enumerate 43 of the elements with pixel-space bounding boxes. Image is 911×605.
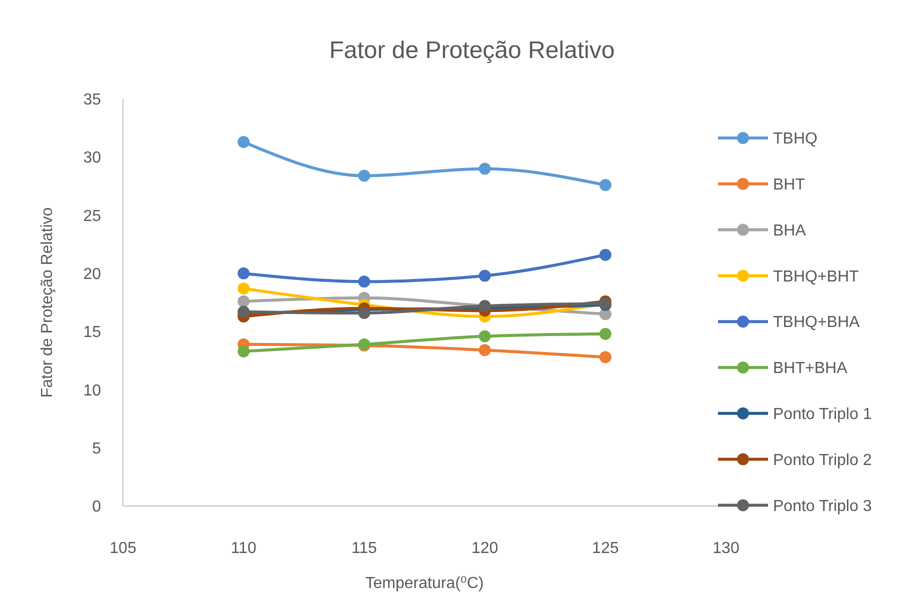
point (478, 162, 491, 175)
point (478, 330, 491, 342)
point (238, 345, 250, 358)
x-tick-label: 120 (471, 540, 498, 557)
point (478, 344, 491, 356)
y-axis-title: Fator de Proteção Relativo (39, 207, 56, 398)
legend-label: BHT+BHA (773, 360, 848, 378)
legend-label: TBHQ (773, 130, 818, 148)
point (599, 248, 612, 261)
point (238, 282, 250, 295)
point (238, 267, 250, 280)
x-tick-label: 110 (230, 540, 256, 557)
x-tick-label: 115 (351, 540, 378, 557)
point (599, 351, 612, 364)
chart-title: Fator de Proteção Relativo (329, 37, 615, 64)
x-tick-label: 130 (712, 540, 740, 557)
y-tick-label: 10 (83, 382, 102, 400)
point (599, 179, 612, 192)
y-tick-label: 30 (83, 150, 102, 167)
point (238, 306, 250, 318)
legend-label: Ponto Triplo 3 (773, 498, 872, 515)
x-axis-title: Temperatura(⁰C) (365, 575, 484, 592)
y-tick-label: 25 (83, 208, 102, 225)
y-tick-label: 5 (92, 440, 102, 458)
y-tick-label: 35 (83, 92, 102, 109)
point (358, 306, 370, 319)
legend-label: Ponto Triplo 2 (773, 452, 872, 469)
point (599, 328, 612, 340)
point (238, 295, 250, 308)
legend-label: BHT (773, 176, 806, 194)
x-tick-label: 125 (592, 540, 619, 557)
point (358, 170, 370, 182)
x-tick-label: 105 (110, 540, 136, 557)
legend-label: Ponto Triplo 1 (773, 406, 872, 423)
legend-label: BHA (773, 222, 806, 240)
point (478, 270, 491, 282)
point (358, 276, 370, 288)
legend-label: TBHQ+BHA (773, 314, 860, 332)
point (238, 136, 250, 148)
legend-label: TBHQ+BHT (773, 268, 860, 286)
y-tick-label: 20 (83, 266, 102, 284)
y-tick-label: 15 (83, 324, 102, 342)
y-tick-label: 0 (92, 498, 102, 516)
